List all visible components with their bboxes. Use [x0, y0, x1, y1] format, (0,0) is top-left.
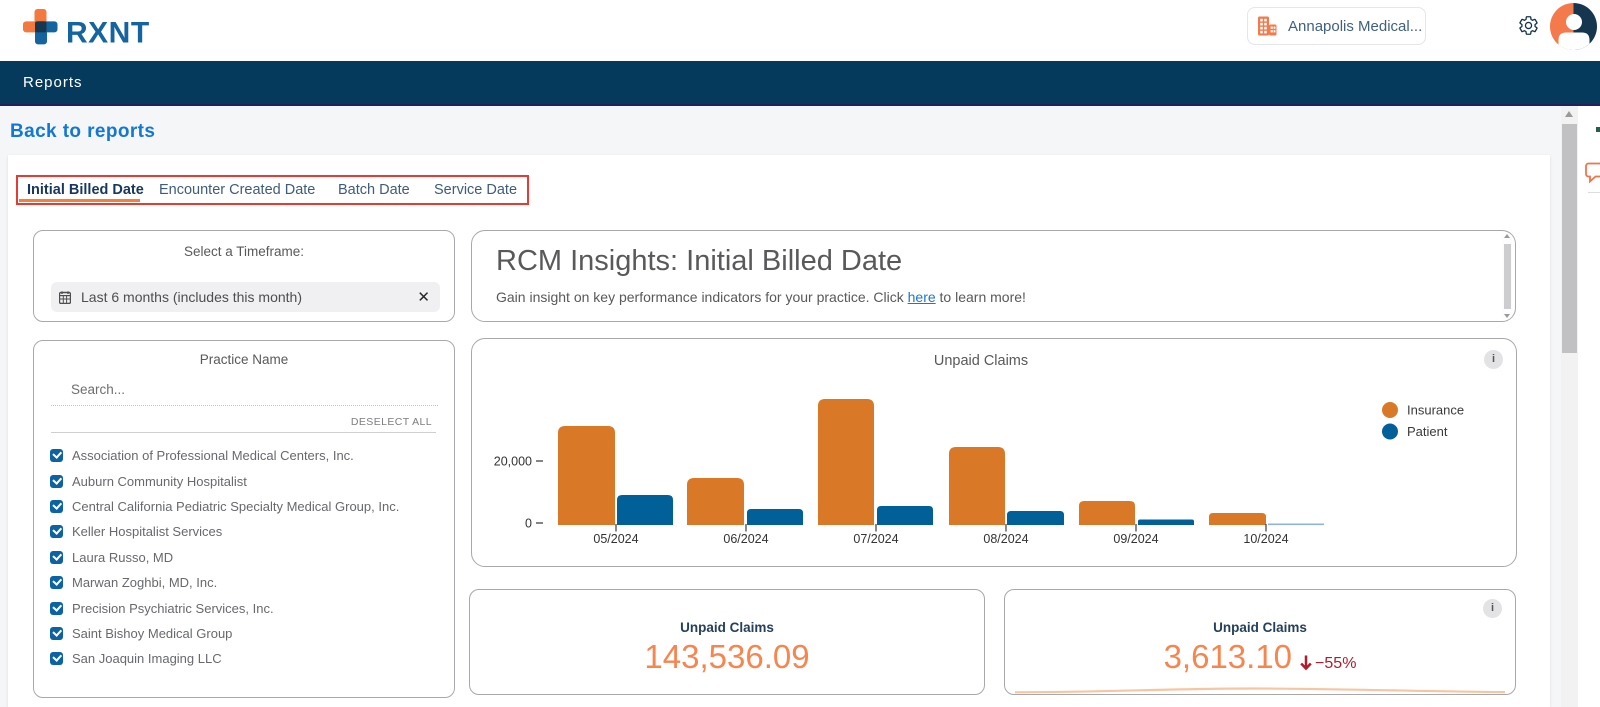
svg-text:08/2024: 08/2024 — [983, 532, 1028, 546]
svg-text:Insurance: Insurance — [1407, 403, 1464, 418]
svg-text:10/2024: 10/2024 — [1243, 532, 1288, 546]
svg-text:09/2024: 09/2024 — [1113, 532, 1158, 546]
svg-text:20,000: 20,000 — [494, 455, 532, 469]
svg-text:Patient: Patient — [1407, 424, 1448, 439]
svg-text:0: 0 — [525, 517, 532, 531]
svg-text:07/2024: 07/2024 — [853, 532, 898, 546]
svg-text:RXNT: RXNT — [66, 17, 150, 49]
svg-text:05/2024: 05/2024 — [593, 532, 638, 546]
svg-text:06/2024: 06/2024 — [723, 532, 768, 546]
